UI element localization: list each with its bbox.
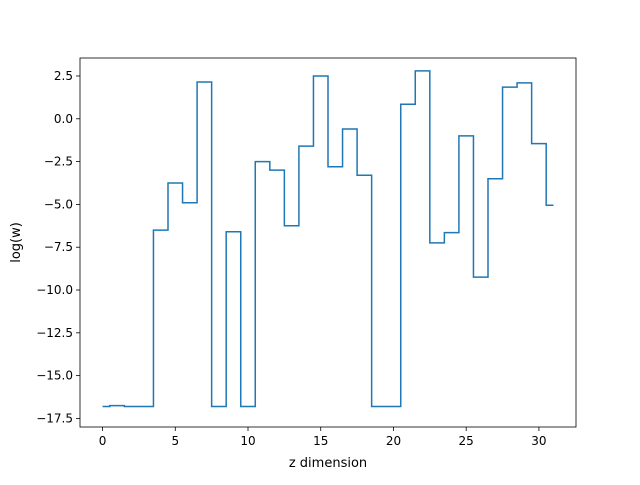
y-tick-label: 0.0 [54, 112, 73, 126]
y-axis-label: log(w) [9, 222, 24, 263]
x-tick-label: 25 [459, 434, 474, 448]
x-tick-label: 10 [240, 434, 255, 448]
plot-area-frame [79, 57, 577, 428]
x-tick-label: 20 [386, 434, 401, 448]
x-tick-label: 15 [313, 434, 328, 448]
x-axis-ticks: 0 5 10 15 20 25 30 [99, 427, 547, 448]
y-tick-label: −7.5 [44, 240, 73, 254]
y-tick-label: 2.5 [54, 69, 73, 83]
y-tick-label: −2.5 [44, 155, 73, 169]
x-axis-label: z dimension [289, 456, 367, 471]
x-tick-label: 30 [531, 434, 546, 448]
y-tick-label: −10.0 [36, 283, 73, 297]
x-tick-label: 5 [171, 434, 179, 448]
y-tick-label: −17.5 [36, 411, 73, 425]
y-tick-label: −5.0 [44, 197, 73, 211]
y-tick-label: −15.0 [36, 369, 73, 383]
series-step-line [102, 70, 554, 408]
y-tick-label: −12.5 [36, 326, 73, 340]
y-axis-ticks: −17.5 −15.0 −12.5 −10.0 −7.5 −5.0 −2.5 0.0 2.5 [36, 69, 80, 425]
x-tick-label: 0 [99, 434, 107, 448]
